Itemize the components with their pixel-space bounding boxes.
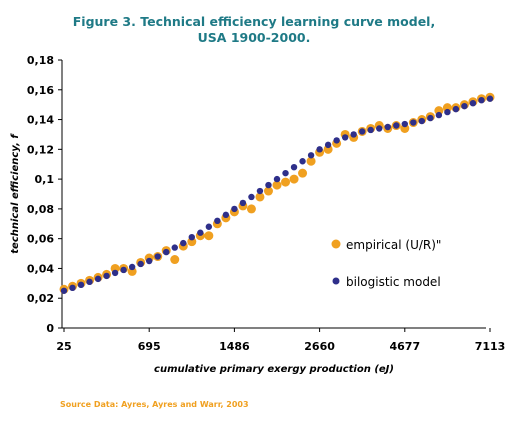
model-point bbox=[154, 253, 161, 260]
empirical-point bbox=[246, 204, 256, 214]
model-point bbox=[367, 126, 374, 134]
model-point bbox=[401, 120, 408, 128]
x-tick-label: 4677 bbox=[389, 340, 420, 353]
y-axis-title: technical efficiency, f bbox=[10, 133, 21, 254]
y-tick-label: 0,02 bbox=[27, 292, 54, 305]
model-point bbox=[376, 125, 383, 132]
y-tick-label: 0,12 bbox=[27, 143, 54, 156]
empirical-point bbox=[306, 156, 316, 166]
chart-title-line2: USA 1900-2000. bbox=[197, 30, 311, 45]
model-point bbox=[452, 105, 460, 113]
legend-model-label: bilogistic model bbox=[346, 275, 441, 289]
model-point bbox=[180, 239, 187, 247]
model-point bbox=[478, 97, 485, 104]
model-point bbox=[316, 146, 323, 153]
model-point bbox=[256, 187, 264, 195]
model-point bbox=[282, 169, 289, 177]
model-point bbox=[120, 266, 127, 274]
legend-model-marker bbox=[332, 277, 340, 285]
model-point bbox=[60, 287, 68, 294]
x-tick-label: 2660 bbox=[304, 340, 335, 353]
model-point bbox=[469, 99, 477, 107]
model-point bbox=[486, 95, 494, 102]
empirical-point bbox=[298, 168, 308, 178]
model-point bbox=[188, 233, 195, 241]
model-point bbox=[359, 128, 366, 135]
model-point bbox=[341, 134, 349, 141]
x-tick-label: 1486 bbox=[219, 340, 250, 353]
model-point bbox=[444, 108, 451, 116]
model-point bbox=[239, 199, 247, 207]
model-point bbox=[69, 284, 76, 291]
model-point bbox=[77, 281, 85, 289]
legend-empirical-marker bbox=[331, 239, 341, 249]
empirical-point bbox=[289, 174, 299, 184]
model-point bbox=[231, 205, 238, 213]
y-tick-label: 0,04 bbox=[27, 262, 54, 275]
model-point bbox=[350, 131, 357, 138]
y-tick-label: 0,18 bbox=[27, 54, 54, 67]
model-point bbox=[197, 229, 204, 236]
y-tick-label: 0 bbox=[46, 322, 54, 335]
x-axis-title: cumulative primary exergy production (eJ… bbox=[154, 364, 394, 375]
empirical-point bbox=[272, 180, 282, 190]
model-point bbox=[435, 111, 443, 119]
model-point bbox=[86, 278, 93, 286]
model-point bbox=[163, 248, 170, 256]
y-tick-label: 0,14 bbox=[27, 114, 54, 127]
model-point bbox=[128, 263, 136, 271]
y-tick-label: 0,16 bbox=[27, 84, 54, 97]
model-point bbox=[222, 211, 230, 219]
model-point bbox=[393, 122, 400, 129]
model-point bbox=[324, 141, 332, 149]
model-point bbox=[94, 275, 102, 283]
model-point bbox=[248, 193, 255, 201]
model-point bbox=[265, 181, 272, 189]
model-point bbox=[299, 158, 306, 165]
chart-title-line1: Figure 3. Technical efficiency learning … bbox=[72, 14, 436, 29]
model-point bbox=[111, 269, 119, 277]
y-tick-label: 0,06 bbox=[27, 233, 54, 246]
model-point bbox=[103, 272, 110, 280]
model-point bbox=[418, 117, 426, 125]
empirical-point bbox=[263, 186, 273, 196]
legend-empirical-label: empirical (U/R)" bbox=[346, 238, 441, 252]
model-point bbox=[461, 102, 468, 110]
model-point bbox=[205, 223, 213, 230]
model-point bbox=[171, 244, 178, 251]
y-tick-label: 0,08 bbox=[27, 203, 54, 216]
model-point bbox=[384, 123, 391, 131]
empirical-point bbox=[204, 231, 214, 241]
empirical-point bbox=[170, 255, 180, 265]
source-note: Source Data: Ayres, Ayres and Warr, 2003 bbox=[60, 400, 249, 409]
chart-title: Figure 3. Technical efficiency learning … bbox=[0, 14, 508, 46]
empirical-point bbox=[281, 177, 291, 187]
x-tick-label: 25 bbox=[56, 340, 71, 353]
y-tick-label: 0,1 bbox=[35, 173, 55, 186]
model-point bbox=[273, 175, 281, 183]
model-point bbox=[307, 152, 315, 159]
model-point bbox=[410, 119, 417, 126]
x-tick-label: 7113 bbox=[475, 340, 506, 353]
model-point bbox=[146, 257, 153, 265]
model-point bbox=[333, 137, 340, 144]
model-point bbox=[214, 217, 221, 224]
model-point bbox=[427, 114, 434, 122]
x-tick-label: 695 bbox=[138, 340, 161, 353]
model-point bbox=[137, 260, 144, 268]
model-point bbox=[290, 164, 298, 171]
empirical-point bbox=[255, 192, 265, 202]
